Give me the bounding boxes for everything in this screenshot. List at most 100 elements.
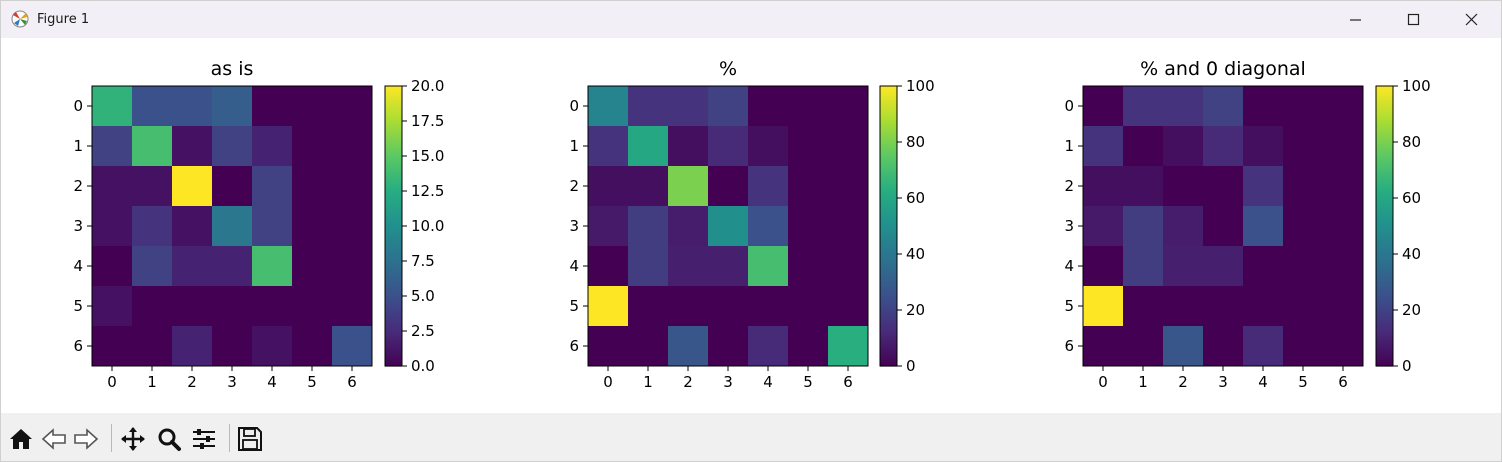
colorbar-segment [880,234,897,237]
colorbar-segment [880,298,897,301]
colorbar-segment [1376,364,1393,367]
colorbar-segment [1376,334,1393,337]
colorbar-segment [385,206,402,209]
colorbar-segment [880,266,897,269]
heatmap-cell [292,126,333,167]
heatmap-cell [1243,206,1284,247]
colorbar-segment [880,156,897,159]
colorbar-tick-label: 80 [906,133,925,151]
heatmap-cell [1323,86,1364,127]
move-icon [121,427,145,451]
heatmap-cell [1283,326,1324,367]
colorbar-segment [880,104,897,107]
colorbar-segment [880,240,897,243]
heatmap-cell [172,246,213,287]
colorbar-segment [880,300,897,303]
colorbar-segment [385,316,402,319]
heatmap-cell [708,166,749,207]
colorbar-segment [880,246,897,249]
y-tick-label: 2 [73,177,83,195]
colorbar-segment [385,288,402,291]
colorbar-segment [385,112,402,115]
back-button[interactable] [39,424,69,454]
colorbar-segment [385,170,402,173]
heatmap-cell [1163,326,1204,367]
colorbar-segment [880,340,897,343]
colorbar-segment [880,306,897,309]
colorbar-frame [1375,85,1394,367]
colorbar-segment [880,150,897,153]
colorbar-segment [385,230,402,233]
pan-button[interactable] [118,424,148,454]
magnifier-icon [158,428,181,451]
heatmap-cell [132,166,173,207]
colorbar-segment [880,284,897,287]
colorbar-segment [1376,354,1393,357]
colorbar-segment [385,286,402,289]
heatmap-cell [1243,326,1284,367]
y-tick-label: 5 [569,297,579,315]
colorbar-segment [385,200,402,203]
colorbar-segment [385,306,402,309]
colorbar-segment [385,228,402,231]
maximize-button[interactable] [1385,1,1443,38]
heatmap-cell [628,286,669,327]
save-button[interactable] [235,424,265,454]
colorbar-segment [880,100,897,103]
heatmap-cell [132,246,173,287]
heatmap-cell [588,326,629,367]
zoom-button[interactable] [154,424,184,454]
x-tick-label: 4 [1258,373,1268,391]
heatmap-cell [828,86,869,127]
colorbar-segment [880,200,897,203]
colorbar-segment [385,314,402,317]
heatmap-cell [1083,246,1124,287]
minimize-button[interactable] [1327,1,1385,38]
colorbar-segment [385,158,402,161]
colorbar-segment [385,336,402,339]
home-button[interactable] [6,424,36,454]
colorbar-segment [1376,120,1393,123]
colorbar-segment [1376,232,1393,235]
colorbar-segment [880,336,897,339]
colorbar-segment [880,170,897,173]
colorbar-segment [880,338,897,341]
colorbar-segment [1376,212,1393,215]
colorbar-segment [385,302,402,305]
colorbar-segment [385,270,402,273]
colorbar-segment [385,130,402,133]
colorbar-segment [880,344,897,347]
heatmap-cell [292,206,333,247]
configure-subplots-button[interactable] [189,424,219,454]
close-button[interactable] [1443,1,1501,38]
heatmap-cell [668,286,709,327]
colorbar-segment [385,232,402,235]
figure-canvas[interactable]: as is 0 1 2 3 4 5 6 0 1 2 3 4 5 6 0.0 2.5 5.0 7.5 10.0 12.5 1… [1,38,1501,413]
colorbar-segment [880,328,897,331]
colorbar-segment [880,120,897,123]
x-tick-label: 5 [307,373,317,391]
colorbar-segment [880,166,897,169]
heatmap-figure: as is0 1 2 3 4 5 601234560.02.55.07.510.012.51… [73,58,1430,391]
colorbar-segment [385,184,402,187]
heatmap-cell [1323,246,1364,287]
colorbar-segment [385,274,402,277]
colorbar-segment [880,88,897,91]
heatmap-cell [172,126,213,167]
colorbar-segment [880,180,897,183]
colorbar-segment [385,346,402,349]
colorbar-segment [1376,352,1393,355]
colorbar-segment [1376,96,1393,99]
heatmap-cell [172,166,213,207]
colorbar-segment [880,268,897,271]
colorbar-segment [1376,160,1393,163]
colorbar-segment [880,142,897,145]
colorbar-segment [385,202,402,205]
forward-button[interactable] [71,424,101,454]
heatmap-cell [332,326,373,367]
heatmap-cell [332,126,373,167]
colorbar-segment [385,256,402,259]
colorbar-tick-label: 40 [1402,245,1421,263]
colorbar-segment [385,196,402,199]
x-tick-label: 4 [267,373,277,391]
